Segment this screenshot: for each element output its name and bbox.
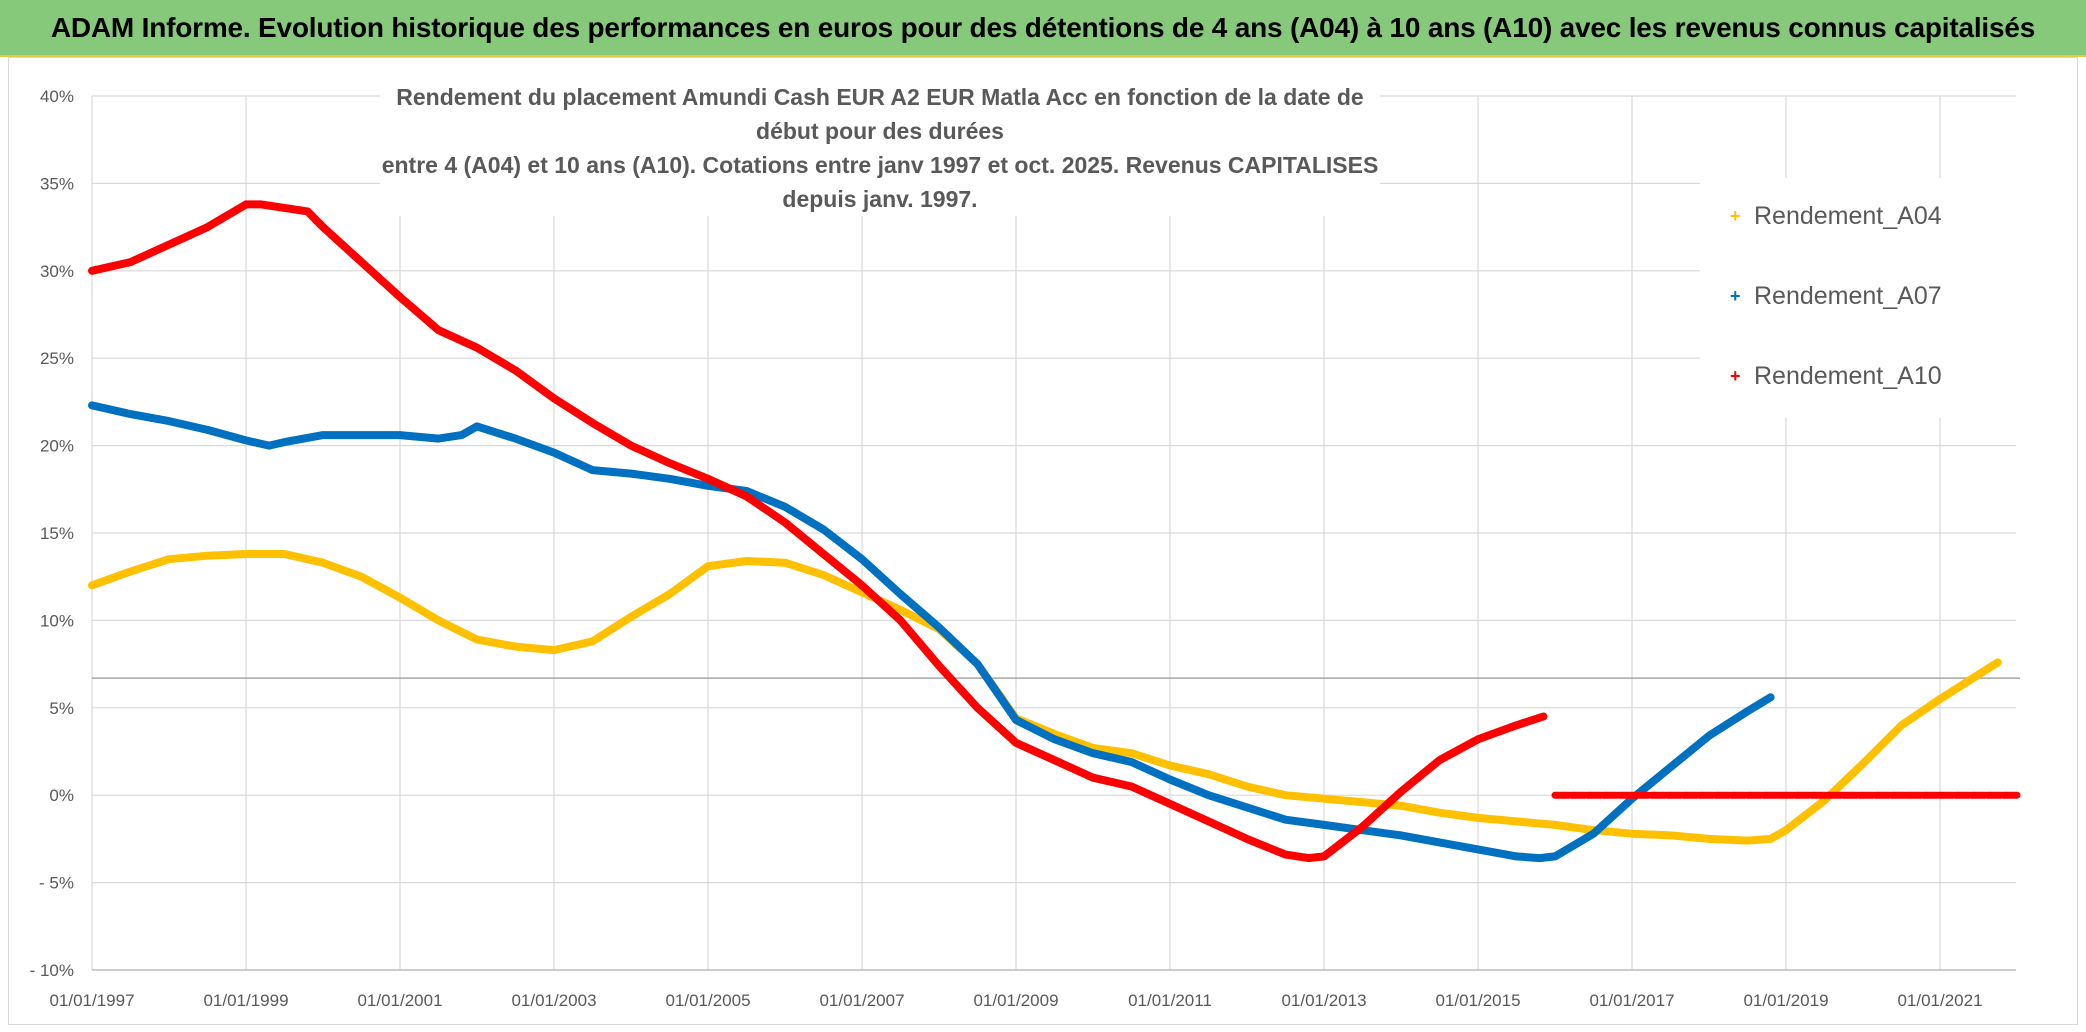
y-tick-label: 35% — [40, 174, 74, 193]
x-tick-label: 01/01/2013 — [1281, 991, 1366, 1010]
x-tick-label: 01/01/2019 — [1743, 991, 1828, 1010]
report-title: ADAM Informe. Evolution historique des p… — [50, 11, 2036, 43]
x-tick-label: 01/01/2021 — [1897, 991, 1982, 1010]
x-tick-label: 01/01/2009 — [973, 991, 1058, 1010]
y-tick-label: 15% — [40, 524, 74, 543]
x-tick-label: 01/01/1999 — [203, 991, 288, 1010]
legend-marker-a07: + — [1730, 286, 1741, 306]
y-tick-label: 25% — [40, 349, 74, 368]
y-tick-label: - 5% — [39, 874, 74, 893]
y-tick-label: 40% — [40, 87, 74, 106]
chart-title-line2: entre 4 (A04) et 10 ans (A10). Cotations… — [381, 152, 1379, 212]
y-tick-label: 30% — [40, 262, 74, 281]
legend-item-a10: + Rendement_A10 — [1730, 362, 1942, 391]
y-tick-label: 20% — [40, 437, 74, 456]
chart-legend: + Rendement_A04 + Rendement_A07 + Rendem… — [1700, 178, 2020, 418]
legend-label-a04: Rendement_A04 — [1754, 202, 1942, 230]
series-group — [88, 200, 2021, 863]
y-tick-label: - 10% — [30, 961, 74, 980]
x-tick-label: 01/01/2011 — [1128, 991, 1212, 1010]
y-tick-label: 5% — [49, 699, 74, 718]
chart-title: Rendement du placement Amundi Cash EUR A… — [380, 80, 1380, 216]
y-tick-label: 0% — [49, 786, 74, 805]
x-axis: 01/01/1997 01/01/1999 01/01/2001 01/01/2003… — [49, 991, 1982, 1010]
legend-marker-a10: + — [1730, 366, 1741, 386]
legend-marker-a04: + — [1730, 206, 1741, 226]
x-tick-label: 01/01/2003 — [511, 991, 596, 1010]
legend-item-a04: + Rendement_A04 — [1730, 202, 1942, 231]
series-line-rendement-a10 — [88, 200, 1548, 863]
x-tick-label: 01/01/1997 — [49, 991, 134, 1010]
x-tick-label: 01/01/2005 — [665, 991, 750, 1010]
legend-label-a07: Rendement_A07 — [1754, 282, 1942, 310]
series-line-rendement-a04 — [88, 550, 2002, 845]
y-axis: 40% 35% 30% 25% 20% 15% 10% 5% 0% - 5% - 10% — [30, 87, 74, 980]
x-tick-label: 01/01/2001 — [357, 991, 442, 1010]
x-tick-label: 01/01/2015 — [1435, 991, 1520, 1010]
report-banner: ADAM Informe. Evolution historique des p… — [0, 0, 2086, 57]
x-tick-label: 01/01/2007 — [819, 991, 904, 1010]
legend-label-a10: Rendement_A10 — [1754, 362, 1942, 390]
chart-title-line1: Rendement du placement Amundi Cash EUR A… — [396, 84, 1364, 144]
x-tick-label: 01/01/2017 — [1589, 991, 1674, 1010]
y-tick-label: 10% — [40, 611, 74, 630]
series-line-rendement-a07 — [88, 401, 1775, 863]
legend-item-a07: + Rendement_A07 — [1730, 282, 1942, 311]
